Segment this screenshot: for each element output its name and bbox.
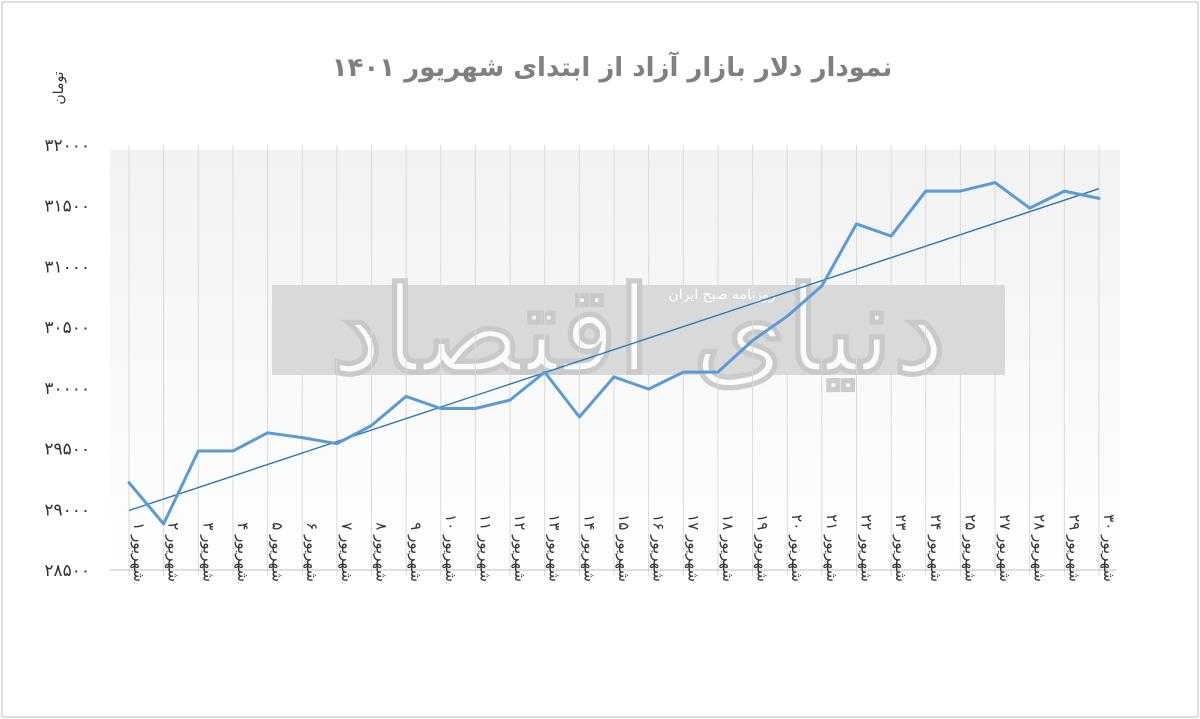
data-point xyxy=(543,370,546,374)
data-point xyxy=(127,481,131,484)
y-axis-ticks: ۲۸۵۰۰ ۲۹۰۰۰ ۲۹۵۰۰ ۳۰۰۰۰ ۳۰۵۰۰ ۳۱۰۰۰ ۳۱۵۰۰ ۳۲۰۰۰ xyxy=(44,136,90,581)
x-tick-label: شهریور ۲۵ xyxy=(961,514,979,582)
y-tick-label: ۳۱۵۰۰ xyxy=(44,197,90,217)
x-tick-label: شهریور ۲۱ xyxy=(823,514,841,582)
data-point xyxy=(716,370,720,374)
x-tick-label: شهریور ۱۷ xyxy=(684,514,702,582)
data-point xyxy=(508,398,512,402)
y-tick-label: ۳۲۰۰۰ xyxy=(44,136,90,156)
data-point xyxy=(474,407,477,410)
series-group xyxy=(127,181,1101,526)
data-point xyxy=(751,339,754,342)
data-point xyxy=(301,436,304,439)
x-tick-label: شهریور ۱۰ xyxy=(442,514,460,582)
x-tick-label: شهریور ۱۸ xyxy=(719,514,737,582)
watermark-band xyxy=(272,285,1005,375)
data-point xyxy=(786,315,789,318)
data-point xyxy=(404,395,408,398)
x-tick-label: شهریور ۱۳ xyxy=(546,514,564,582)
data-point xyxy=(889,234,893,238)
y-tick-label: ۲۹۰۰۰ xyxy=(44,500,90,520)
watermark-sub-text: روزنامه صبح ایران xyxy=(668,287,775,303)
data-point xyxy=(855,222,858,226)
y-tick-label: ۳۰۵۰۰ xyxy=(44,318,90,338)
vertical-gridlines xyxy=(128,145,1100,576)
x-tick-label: شهریور ۱۵ xyxy=(615,514,633,582)
watermark-main-text: دنیای اقتصاد xyxy=(330,260,946,401)
data-point xyxy=(439,407,442,410)
x-tick-label: شهریور ۱ xyxy=(130,522,148,582)
x-tick-label: شهریور ۲۲ xyxy=(858,514,876,582)
x-tick-label: شهریور ۱۶ xyxy=(650,514,668,582)
x-tick-label: شهریور ۳۰ xyxy=(1100,514,1118,582)
data-point xyxy=(959,189,962,193)
x-tick-label: شهریور ۵ xyxy=(269,522,287,582)
data-point xyxy=(197,449,200,453)
data-point xyxy=(924,189,927,193)
x-tick-label: شهریور ۹ xyxy=(407,522,425,582)
x-tick-label: شهریور ۲۳ xyxy=(892,514,910,582)
data-point xyxy=(1063,189,1066,193)
data-point xyxy=(266,431,269,434)
y-tick-label: ۳۰۰۰۰ xyxy=(44,379,90,399)
x-tick-label: شهریور ۳ xyxy=(199,522,217,582)
x-tick-label: شهریور ۲۰ xyxy=(788,514,806,582)
y-tick-label: ۳۱۰۰۰ xyxy=(44,257,90,277)
data-point xyxy=(612,375,616,379)
data-point xyxy=(370,424,373,427)
x-tick-label: شهریور ۲۹ xyxy=(1065,514,1083,582)
data-point xyxy=(1028,206,1031,210)
data-point xyxy=(820,284,824,288)
x-tick-label: شهریور ۲۴ xyxy=(927,514,945,582)
data-point xyxy=(335,442,339,445)
data-point xyxy=(1097,197,1101,200)
x-axis-ticks: شهریور ۱ شهریور ۲ شهریور ۳ شهریور ۴ شهریور ۵… xyxy=(130,514,1118,582)
data-point xyxy=(578,415,581,419)
data-point xyxy=(682,370,685,374)
data-point xyxy=(647,387,650,391)
y-tick-label: ۲۸۵۰۰ xyxy=(44,561,90,581)
trendline-group xyxy=(128,188,1100,512)
y-axis-unit-label: تومان xyxy=(51,71,67,104)
data-point xyxy=(162,522,165,526)
x-tick-label: شهریور ۲۸ xyxy=(1031,514,1049,582)
watermark: دنیای اقتصاد روزنامه صبح ایران xyxy=(272,259,1005,402)
x-tick-label: شهریور ۱۴ xyxy=(580,514,598,582)
x-tick-label: شهریور ۶ xyxy=(303,522,321,582)
x-tick-label: شهریور ۸ xyxy=(373,522,391,582)
x-tick-label: شهریور ۱۱ xyxy=(476,514,494,582)
data-point xyxy=(231,449,235,453)
x-tick-label: شهریور ۴ xyxy=(234,522,252,582)
chart-title: نمودار دلار بازار آزاد از ابتدای شهریور … xyxy=(332,51,893,83)
data-point xyxy=(993,181,997,184)
x-tick-label: شهریور ۱۲ xyxy=(511,514,529,582)
y-tick-label: ۲۹۵۰۰ xyxy=(44,440,90,460)
x-tick-label: شهریور ۱۹ xyxy=(754,514,772,582)
x-tick-label: شهریور ۲ xyxy=(165,522,183,582)
x-tick-label: شهریور ۲۷ xyxy=(996,514,1014,582)
linear-trendline xyxy=(128,188,1100,512)
x-tick-label: شهریور ۷ xyxy=(338,522,356,582)
